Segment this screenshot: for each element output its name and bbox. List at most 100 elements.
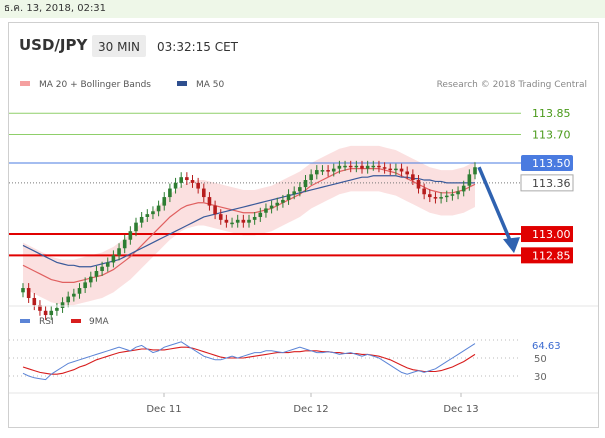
candle-body [230, 222, 234, 225]
candle-body [139, 216, 144, 223]
credit-label: Research © 2018 Trading Central [437, 80, 587, 90]
timestamp-bar: ธ.ค. 13, 2018, 02:31 [0, 0, 605, 18]
level-tag-113.50: 113.50 [532, 157, 571, 170]
candle-body [72, 293, 76, 297]
candle-body [89, 276, 93, 283]
symbol-label: USD/JPY [19, 36, 88, 54]
ma-bb-legend-label: MA 20 + Bollinger Bands [39, 80, 151, 90]
candle-body [394, 168, 398, 171]
candle-body [100, 266, 104, 271]
candle-body [405, 171, 409, 175]
candle-body [145, 214, 150, 217]
candle-body [377, 165, 381, 168]
candle-body [399, 168, 404, 172]
candle-body [202, 188, 206, 198]
candle-body [422, 188, 426, 195]
candle-body [315, 170, 319, 175]
candle-body [111, 255, 116, 263]
candle-body [134, 222, 138, 232]
candle-body [360, 165, 364, 169]
candle-body [66, 296, 70, 303]
ma-bb-legend-swatch [20, 81, 30, 86]
rsi-pane: 30507064.63 [9, 336, 571, 383]
candle-body [105, 262, 110, 267]
candle-body [26, 288, 31, 298]
candle-body [428, 194, 432, 198]
candle-body [269, 205, 274, 209]
candle-body [281, 199, 285, 203]
candle-body [309, 174, 313, 181]
candle-body [450, 194, 455, 196]
candle-body [298, 187, 302, 192]
candle-body [247, 219, 251, 223]
candle-body [292, 191, 296, 195]
candle-body [331, 168, 336, 172]
ma9-line [22, 346, 476, 375]
rsi-legend-label: RSI [39, 317, 54, 327]
candle-body [411, 174, 415, 181]
x-tick-label: Dec 12 [293, 404, 328, 415]
forecast-arrow-shaft [477, 166, 514, 246]
candle-body [162, 197, 167, 206]
candle-body [343, 165, 347, 168]
x-tick-label: Dec 11 [146, 404, 181, 415]
candle-body [49, 310, 54, 316]
pivot-tag-bg [521, 154, 573, 171]
chart-card: USD/JPY 30 MIN 03:32:15 CET MA 20 + Boll… [8, 22, 599, 428]
candle-body [128, 231, 133, 240]
candle-body [168, 188, 172, 198]
candle-body [371, 165, 376, 168]
candle-body [444, 195, 449, 198]
time-label: 03:32:15 CET [157, 40, 239, 54]
candle-body [218, 214, 223, 220]
interval-pill[interactable] [92, 35, 146, 57]
candle-body [258, 212, 263, 217]
candle-body [156, 205, 161, 212]
rsi-value-tag: 64.63 [532, 341, 561, 352]
candle-body [365, 165, 370, 169]
candle-body [60, 302, 65, 308]
rsi-line [22, 341, 476, 381]
candle-body [264, 208, 268, 213]
candle-body [43, 310, 48, 316]
interval-label: 30 MIN [98, 40, 140, 54]
candle-body [117, 248, 121, 256]
candle-body [224, 219, 229, 223]
rsi-value-tag-bg [521, 336, 571, 353]
candle-body [473, 167, 477, 175]
candle-body [179, 177, 183, 183]
candle-body [320, 170, 325, 172]
candle-body [241, 219, 246, 223]
candle-body [433, 197, 438, 199]
x-axis-ticks: Dec 11 Dec 12 Dec 13 [146, 393, 479, 415]
rsi-legend-swatch [20, 319, 30, 323]
support-tag-bg-113.00 [521, 226, 573, 243]
candle-body [461, 185, 466, 192]
rsi-tick-50: 50 [534, 354, 547, 365]
candle-body [38, 305, 42, 311]
x-tick-label: Dec 13 [443, 404, 478, 415]
ma50-legend-label: MA 50 [196, 80, 225, 90]
ma9-legend-swatch [71, 319, 81, 323]
candle-body [196, 182, 200, 189]
ma9-legend-label: 9MA [89, 317, 109, 327]
ma50-legend-swatch [177, 81, 187, 86]
candle-body [326, 170, 330, 172]
candle-body [94, 270, 99, 277]
candle-body [190, 180, 195, 183]
level-tag-113.00: 113.00 [532, 228, 571, 241]
candle-body [275, 202, 280, 206]
chart-svg[interactable]: USD/JPY 30 MIN 03:32:15 CET MA 20 + Boll… [9, 23, 598, 427]
candle-body [439, 197, 443, 199]
level-tag-113.85: 113.85 [532, 107, 571, 120]
support-tag-bg-112.85 [521, 247, 573, 264]
current-price-tag: 113.36 [532, 177, 571, 190]
candle-body [21, 288, 25, 293]
candle-body [173, 182, 178, 189]
moving-averages [22, 168, 476, 283]
current-price-tag-bg [520, 174, 574, 192]
level-tag-112.85: 112.85 [532, 249, 571, 262]
forecast-arrow [477, 166, 520, 254]
candle-body [32, 298, 37, 306]
candle-body [286, 194, 291, 200]
